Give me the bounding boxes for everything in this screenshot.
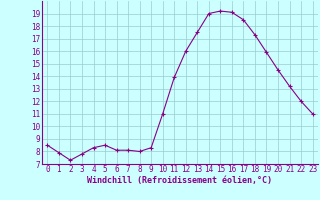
X-axis label: Windchill (Refroidissement éolien,°C): Windchill (Refroidissement éolien,°C)	[87, 176, 273, 185]
